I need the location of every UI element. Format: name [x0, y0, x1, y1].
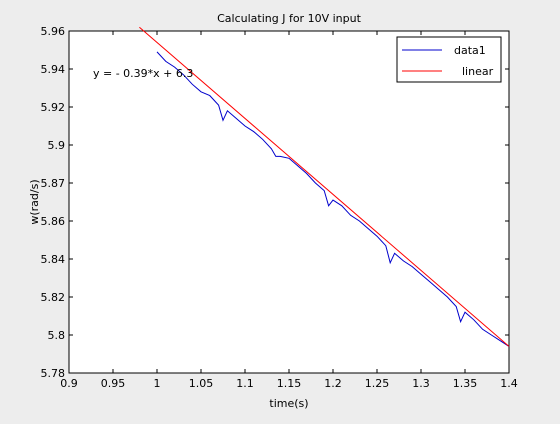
series-line-data1 [156, 51, 510, 347]
x-tick-label: 1.4 [500, 377, 518, 390]
chart-title: Calculating J for 10V input [217, 12, 361, 25]
y-tick-label: 5.92 [41, 101, 66, 114]
x-tick-label: 0.9 [60, 377, 78, 390]
y-tick-label: 5.96 [41, 25, 66, 38]
x-tick-label: 1.3 [412, 377, 430, 390]
y-tick-label: 5.9 [48, 139, 66, 152]
y-tick-label: 5.94 [41, 63, 66, 76]
plot-area [68, 30, 510, 374]
legend-box [396, 36, 502, 83]
series-line-linear [139, 26, 510, 347]
y-tick-label: 5.8 [48, 329, 66, 342]
y-axis: 5.78 5.8 5.82 5.84 5.86 5.87 5.9 5.92 5.94 5.96 [41, 25, 509, 380]
y-tick-label: 5.78 [41, 367, 66, 380]
x-tick-label: 1 [154, 377, 161, 390]
x-tick-label: 1.1 [236, 377, 254, 390]
legend-label-linear: linear [462, 65, 494, 78]
x-axis: 0.9 0.95 1 1.05 1.1 1.15 1.2 1.25 1.3 1.35 1.4 [60, 31, 518, 390]
x-axis-label: time(s) [269, 397, 308, 410]
x-tick-label: 1.05 [189, 377, 214, 390]
y-tick-label: 5.84 [41, 253, 66, 266]
y-tick-label: 5.86 [41, 215, 66, 228]
series-group [139, 26, 510, 347]
x-tick-label: 1.35 [453, 377, 478, 390]
legend[interactable]: data1 linear [396, 36, 502, 83]
fit-equation: y = - 0.39*x + 6.3 [93, 67, 193, 80]
y-axis-label: w(rad/s) [28, 179, 41, 224]
y-tick-label: 5.82 [41, 291, 66, 304]
x-tick-label: 1.25 [365, 377, 390, 390]
y-tick-label: 5.87 [41, 177, 66, 190]
legend-label-data1: data1 [454, 44, 486, 57]
x-tick-label: 1.15 [277, 377, 302, 390]
x-tick-label: 1.2 [324, 377, 342, 390]
x-tick-label: 0.95 [101, 377, 126, 390]
